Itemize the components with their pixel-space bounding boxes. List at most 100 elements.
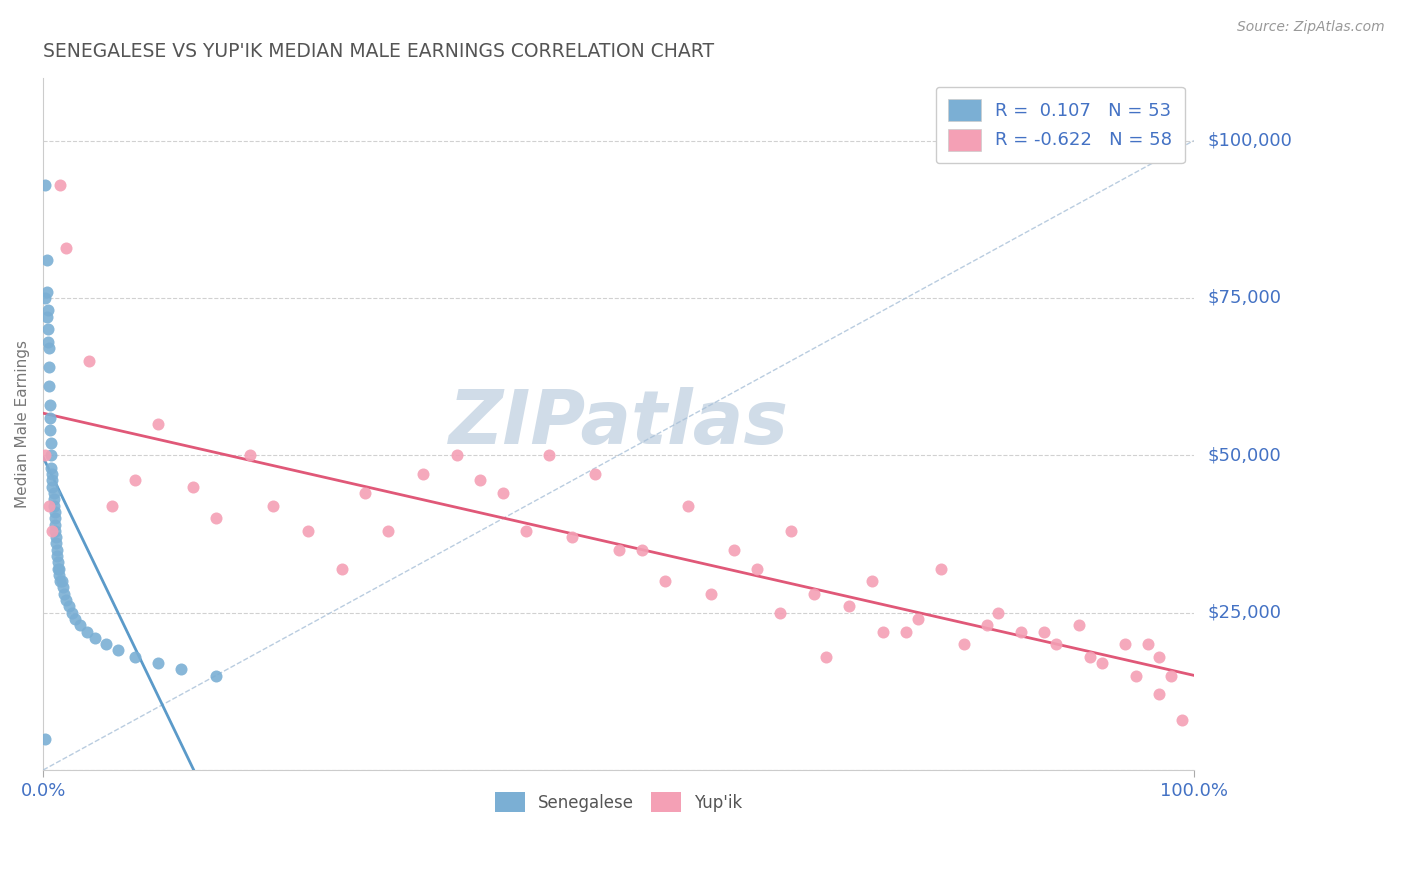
Point: [49, 178, 72, 192]
Point: [96, 637, 118, 651]
Point: [1033, 624, 1056, 639]
Point: [41, 524, 63, 538]
Point: [1078, 649, 1101, 664]
Point: [45, 530, 67, 544]
Point: [39, 410, 62, 425]
Point: [44, 511, 66, 525]
Point: [35, 285, 58, 299]
Point: [987, 606, 1010, 620]
Point: [907, 612, 929, 626]
Legend: Senegalese, Yup'ik: Senegalese, Yup'ik: [484, 780, 754, 824]
Point: [894, 624, 917, 639]
Point: [630, 542, 652, 557]
Text: $50,000: $50,000: [1208, 446, 1281, 464]
Point: [1125, 668, 1147, 682]
Point: [51, 574, 73, 589]
Point: [561, 530, 583, 544]
Point: [239, 448, 262, 462]
Text: Source: ZipAtlas.com: Source: ZipAtlas.com: [1237, 20, 1385, 34]
Point: [35, 310, 58, 324]
Point: [1010, 624, 1032, 639]
Point: [170, 662, 193, 676]
Point: [41, 467, 63, 482]
Point: [46, 561, 69, 575]
Point: [204, 511, 226, 525]
Point: [297, 524, 319, 538]
Point: [39, 423, 62, 437]
Point: [39, 435, 62, 450]
Point: [35, 253, 58, 268]
Point: [58, 599, 80, 614]
Text: $25,000: $25,000: [1208, 604, 1282, 622]
Point: [607, 542, 630, 557]
Point: [34, 178, 56, 192]
Point: [1160, 668, 1182, 682]
Point: [69, 618, 91, 632]
Point: [39, 461, 62, 475]
Point: [65, 612, 87, 626]
Point: [585, 467, 607, 482]
Point: [354, 486, 377, 500]
Point: [42, 486, 65, 500]
Point: [52, 587, 75, 601]
Text: $75,000: $75,000: [1208, 289, 1282, 307]
Point: [1114, 637, 1136, 651]
Point: [515, 524, 537, 538]
Point: [42, 499, 65, 513]
Point: [181, 480, 204, 494]
Point: [46, 555, 69, 569]
Point: [39, 448, 62, 462]
Point: [814, 649, 837, 664]
Point: [838, 599, 860, 614]
Point: [107, 643, 129, 657]
Point: [1171, 713, 1194, 727]
Point: [768, 606, 790, 620]
Point: [60, 606, 83, 620]
Point: [45, 536, 67, 550]
Point: [872, 624, 894, 639]
Point: [52, 581, 75, 595]
Point: [44, 505, 66, 519]
Point: [492, 486, 515, 500]
Point: [262, 499, 284, 513]
Text: $100,000: $100,000: [1208, 131, 1292, 150]
Point: [38, 360, 60, 375]
Point: [48, 567, 70, 582]
Point: [38, 499, 60, 513]
Point: [76, 624, 98, 639]
Point: [780, 524, 803, 538]
Point: [34, 291, 56, 305]
Point: [34, 731, 56, 746]
Point: [204, 668, 226, 682]
Point: [952, 637, 974, 651]
Point: [330, 561, 353, 575]
Point: [148, 417, 170, 431]
Point: [55, 241, 77, 255]
Point: [1091, 656, 1114, 670]
Text: ZIPatlas: ZIPatlas: [449, 387, 789, 460]
Text: SENEGALESE VS YUP'IK MEDIAN MALE EARNINGS CORRELATION CHART: SENEGALESE VS YUP'IK MEDIAN MALE EARNING…: [44, 42, 714, 61]
Point: [699, 587, 721, 601]
Y-axis label: Median Male Earnings: Median Male Earnings: [15, 340, 30, 508]
Point: [148, 656, 170, 670]
Point: [723, 542, 745, 557]
Point: [55, 593, 77, 607]
Point: [38, 341, 60, 355]
Point: [676, 499, 699, 513]
Point: [446, 448, 468, 462]
Point: [49, 574, 72, 589]
Point: [38, 379, 60, 393]
Point: [42, 492, 65, 507]
Point: [48, 561, 70, 575]
Point: [860, 574, 883, 589]
Point: [101, 499, 124, 513]
Point: [377, 524, 399, 538]
Point: [37, 322, 59, 336]
Point: [803, 587, 825, 601]
Point: [41, 474, 63, 488]
Point: [44, 517, 66, 532]
Point: [124, 649, 146, 664]
Point: [1149, 688, 1171, 702]
Point: [37, 334, 59, 349]
Point: [654, 574, 676, 589]
